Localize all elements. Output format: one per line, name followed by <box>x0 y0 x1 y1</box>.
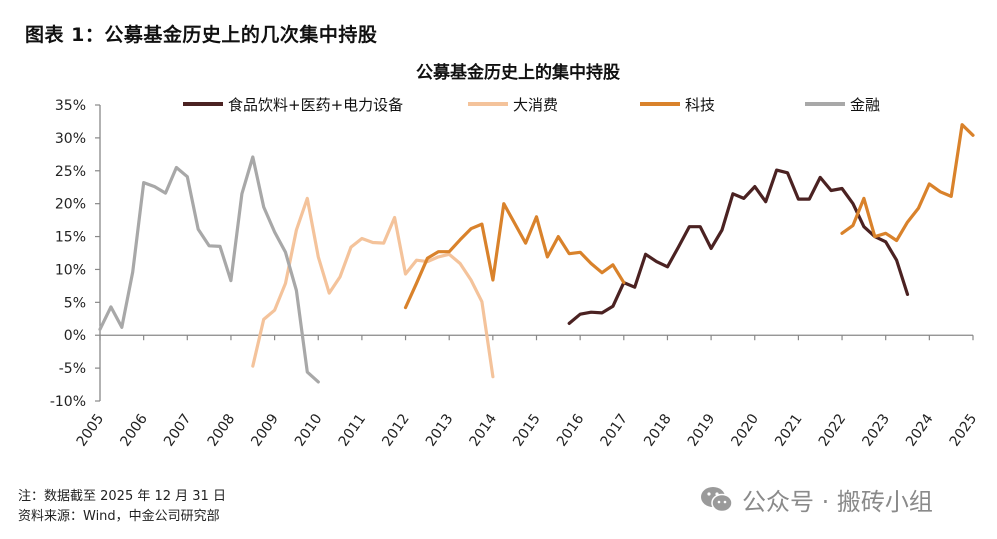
figure-title: 图表 1：公募基金历史上的几次集中持股 <box>25 24 378 46</box>
x-tick-label: 2007 <box>161 411 195 449</box>
chart-title: 公募基金历史上的集中持股 <box>416 62 620 83</box>
series-lines <box>98 123 975 384</box>
x-tick-label: 2013 <box>423 411 457 449</box>
x-tick-label: 2025 <box>947 411 981 449</box>
y-tick-label: -5% <box>59 361 86 377</box>
y-tick-label: 30% <box>55 131 86 147</box>
series-line-2 <box>840 123 975 243</box>
x-tick-label: 2022 <box>816 411 850 449</box>
series-line-3 <box>98 155 320 384</box>
x-tick-label: 2024 <box>903 411 937 449</box>
legend-label: 大消费 <box>513 96 558 114</box>
x-tick-label: 2020 <box>728 411 762 449</box>
x-tick-label: 2023 <box>859 411 893 449</box>
x-tick-label: 2005 <box>74 411 108 449</box>
watermark: 公众号 · 搬砖小组 <box>700 482 933 517</box>
x-tick-label: 2014 <box>467 411 501 449</box>
y-tick-label: 20% <box>55 197 86 213</box>
y-tick-label: 5% <box>64 295 86 311</box>
x-tick-label: 2016 <box>554 411 588 449</box>
axes: 35% 30% 25% 20% 15% 10% 5% 0% -5% -10%2005 2006 200… <box>50 98 980 449</box>
x-tick-label: 2006 <box>117 411 151 449</box>
legend-label: 食品饮料+医药+电力设备 <box>228 96 403 114</box>
x-tick-label: 2011 <box>336 411 370 449</box>
x-tick-label: 2019 <box>685 411 719 449</box>
x-tick-label: 2009 <box>248 411 282 449</box>
note-text: 注：数据截至 2025 年 12 月 31 日 <box>18 489 226 504</box>
source-text: 资料来源：Wind，中金公司研究部 <box>18 509 220 524</box>
series-line-0 <box>567 168 910 325</box>
x-tick-label: 2012 <box>379 411 413 449</box>
wechat-icon <box>700 486 734 514</box>
series-line-1 <box>251 196 495 379</box>
y-tick-label: 15% <box>55 230 86 246</box>
x-tick-label: 2017 <box>598 411 632 449</box>
y-tick-label: 35% <box>55 98 86 114</box>
y-tick-label: 25% <box>55 164 86 180</box>
series-line-2 <box>403 202 626 310</box>
x-tick-label: 2018 <box>641 411 675 449</box>
legend-label: 金融 <box>850 96 880 114</box>
x-tick-label: 2021 <box>772 411 806 449</box>
y-tick-label: 0% <box>64 328 86 344</box>
watermark-text: 公众号 · 搬砖小组 <box>742 488 933 516</box>
legend-label: 科技 <box>685 96 715 114</box>
legend: 食品饮料+医药+电力设备 大消费 科技 金融 <box>183 96 880 114</box>
y-tick-label: -10% <box>50 394 86 410</box>
y-tick-label: 10% <box>55 262 86 278</box>
x-tick-label: 2008 <box>205 411 239 449</box>
x-tick-label: 2015 <box>510 411 544 449</box>
x-tick-label: 2010 <box>292 411 326 449</box>
